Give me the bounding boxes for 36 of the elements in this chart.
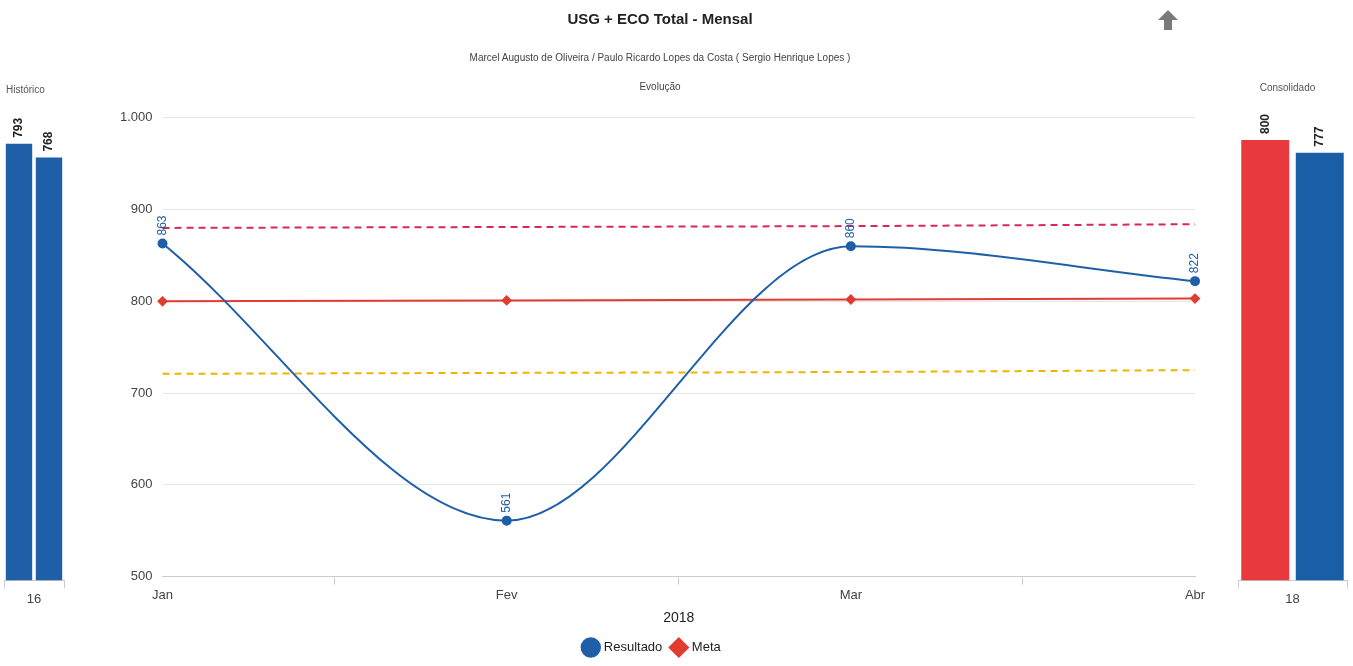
data-label: 822 [1187, 252, 1202, 274]
y-tick-label: 1.000 [119, 109, 153, 125]
legend-label: Resultado [603, 639, 663, 655]
data-label: 860 [843, 217, 858, 239]
point [845, 294, 856, 305]
data-label: 793 [11, 117, 26, 138]
y-tick-label: 900 [130, 201, 153, 217]
point [1190, 276, 1200, 287]
chart-subtitle: Marcel Augusto de Oliveira / Paulo Ricardo Lopes da Costa ( Sergio Henrique Lopes ) [468, 52, 852, 63]
point [845, 241, 856, 252]
point [1190, 293, 1200, 304]
data-label: 777 [1312, 126, 1327, 147]
y-tick-label: 600 [130, 476, 153, 492]
chart-title: Histórico [6, 84, 45, 95]
x-tick-label: Jan [152, 586, 174, 602]
chart-title: USG + ECO Total - Mensal [566, 10, 754, 27]
y-tick-label: 800 [130, 292, 153, 308]
y-tick-label: 700 [130, 384, 153, 400]
x-axis-title: 2018 [663, 609, 695, 626]
chart-title: Consolidado [1258, 82, 1317, 93]
legend-label: Meta [691, 639, 722, 655]
data-label: 768 [41, 131, 56, 152]
x-tick-label: Abr [1184, 586, 1206, 602]
data-label: 561 [499, 492, 513, 513]
x-tick-label: Fev [495, 586, 519, 602]
text: Evolução [638, 81, 682, 92]
point [501, 295, 512, 306]
data-label: 863 [154, 215, 169, 236]
point [501, 515, 512, 526]
point [157, 296, 168, 307]
point [157, 238, 168, 249]
y-tick-label: 500 [130, 568, 153, 584]
x-tick-label: 16 [26, 590, 42, 606]
data-label: 800 [1257, 113, 1272, 134]
x-tick-label: Mar [839, 586, 863, 602]
x-tick-label: 18 [1285, 590, 1300, 606]
